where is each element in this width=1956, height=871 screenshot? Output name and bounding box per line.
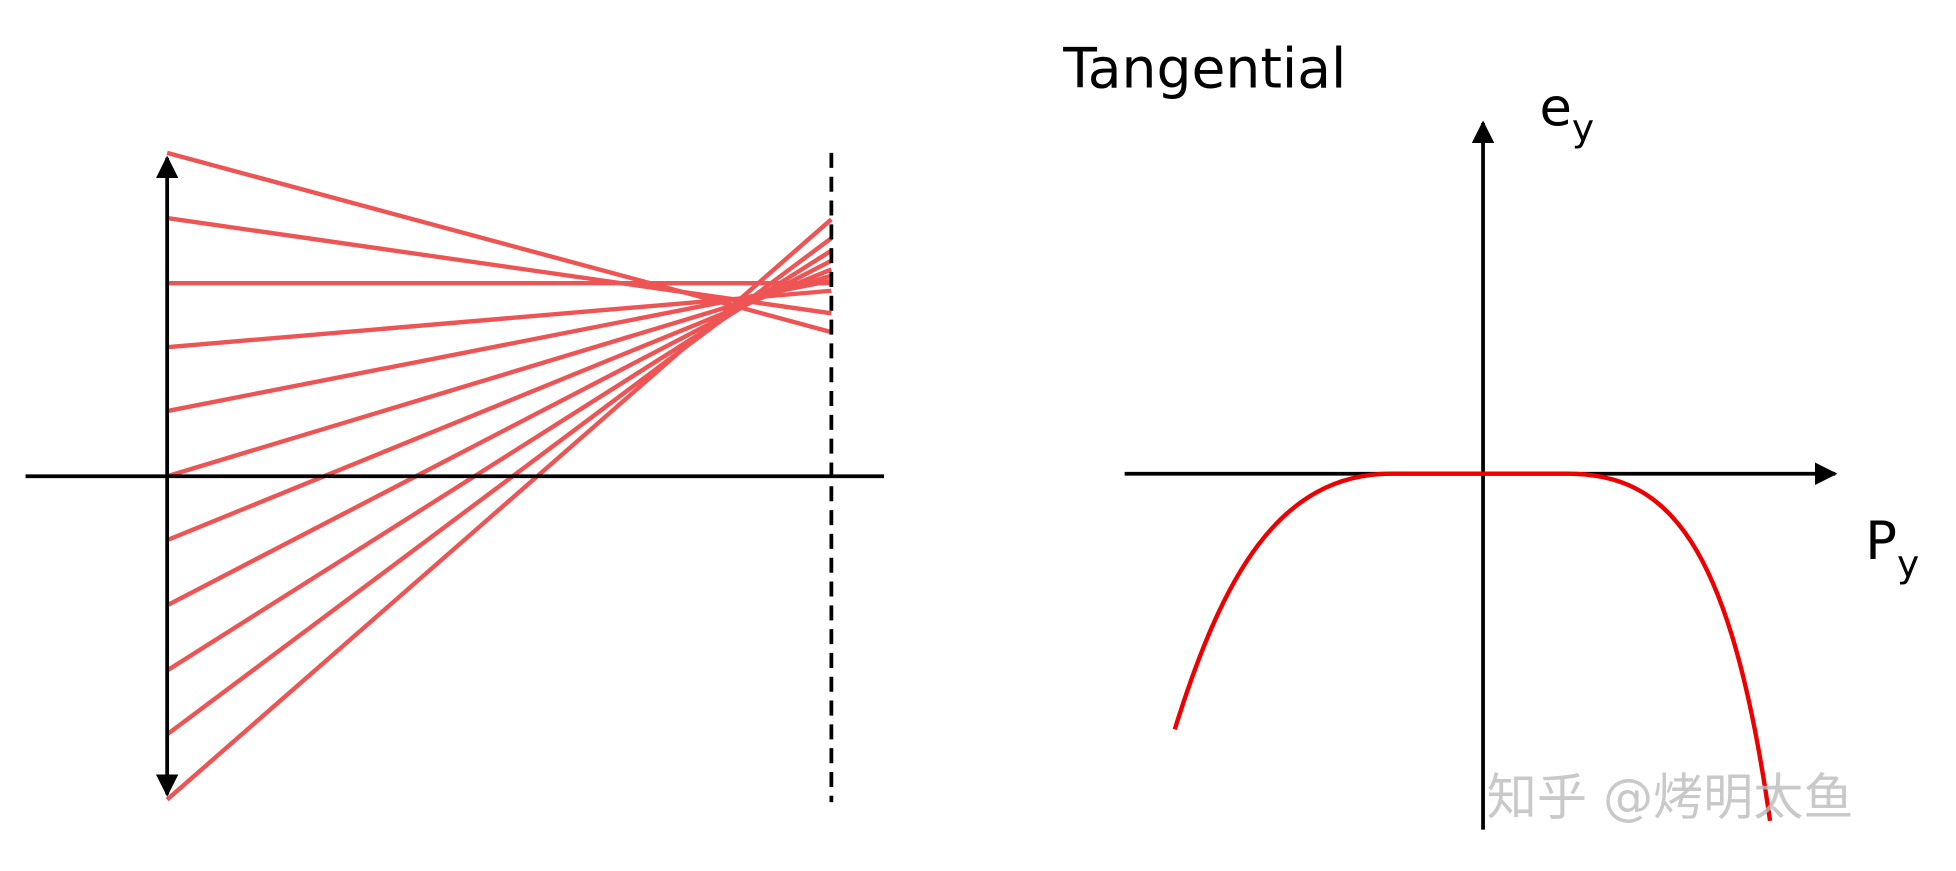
watermark: 知乎 @烤明太鱼: [1487, 768, 1854, 827]
label-subscript: y: [1897, 541, 1919, 585]
title: Tangential: [1062, 38, 1346, 102]
ray: [166, 278, 832, 414]
ray: [166, 215, 832, 316]
ray: [166, 288, 832, 350]
ray: [165, 217, 833, 802]
x-axis-label: Py: [1865, 511, 1919, 586]
label-subscript: y: [1572, 105, 1594, 149]
ray: [165, 236, 833, 737]
label-main: e: [1539, 77, 1571, 138]
aberration-curve: [1172, 471, 1773, 822]
ray: [166, 273, 833, 479]
label-main: P: [1865, 511, 1897, 572]
rays: [165, 150, 833, 802]
y-axis-label: ey: [1539, 77, 1594, 149]
